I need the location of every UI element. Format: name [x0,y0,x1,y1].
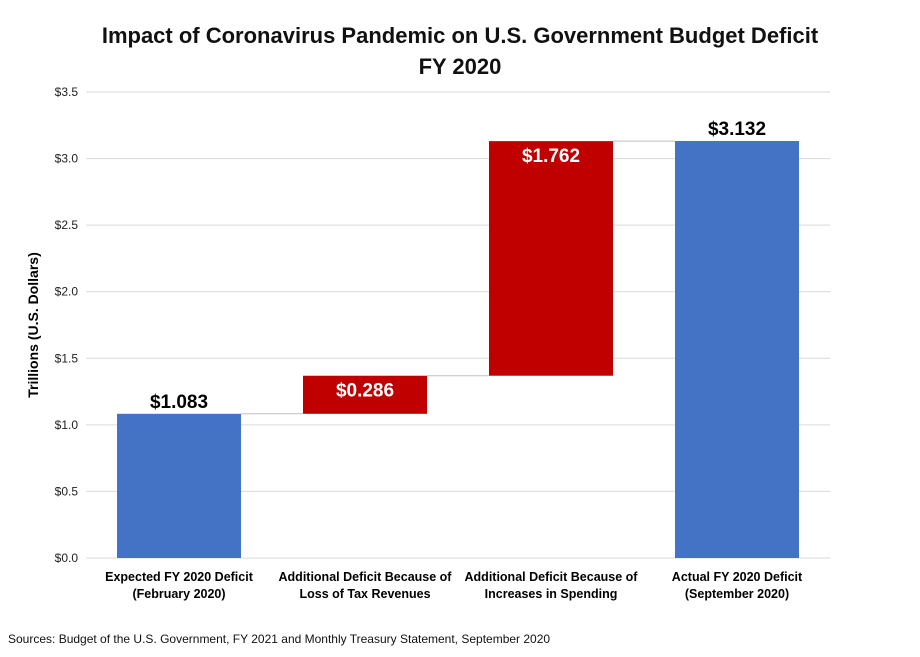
x-category-label-line: Additional Deficit Because of [464,570,638,584]
source-note: Sources: Budget of the U.S. Government, … [8,632,551,646]
x-category-label: Actual FY 2020 Deficit (September 2020) [637,569,837,603]
y-axis-label: Trillions (U.S. Dollars) [25,252,41,397]
x-category-label-line: Additional Deficit Because of [278,570,452,584]
x-category-label-line: Actual FY 2020 Deficit [671,570,803,584]
bar [117,413,241,558]
x-category-label-line: Expected FY 2020 Deficit [105,570,253,584]
bar [489,141,613,376]
x-category-label-line: (February 2020) [132,587,226,601]
y-tick-label: $1.0 [55,418,79,432]
data-label: $3.132 [708,119,766,140]
x-category-label: Additional Deficit Because of Increases i… [451,569,651,603]
x-category-label-line: Increases in Spending [484,587,618,601]
x-category-label: Additional Deficit Because of Loss of Tax… [265,569,465,603]
chart-subtitle: FY 2020 [418,54,502,79]
y-tick-label: $2.0 [55,285,79,299]
y-tick-label: $1.5 [55,351,79,365]
bar [675,140,799,558]
chart-title-main: Impact of Coronavirus Pandemic on U.S. G… [101,23,819,48]
data-label: $1.083 [150,392,208,413]
chart-title: Impact of Coronavirus Pandemic on U.S. G… [0,20,920,82]
x-category-label-line: (September 2020) [684,587,790,601]
y-tick-label: $2.5 [55,218,79,232]
y-tick-label: $0.0 [55,551,79,565]
x-category-label-line: Loss of Tax Revenues [299,587,431,601]
y-tick-label: $0.5 [55,484,79,498]
x-category-label: Expected FY 2020 Deficit (February 2020) [79,569,279,603]
data-label: $1.762 [522,146,580,167]
y-tick-label: $3.0 [55,152,79,166]
bar [303,375,427,414]
data-label: $0.286 [336,381,394,402]
y-tick-label: $3.5 [55,85,79,99]
